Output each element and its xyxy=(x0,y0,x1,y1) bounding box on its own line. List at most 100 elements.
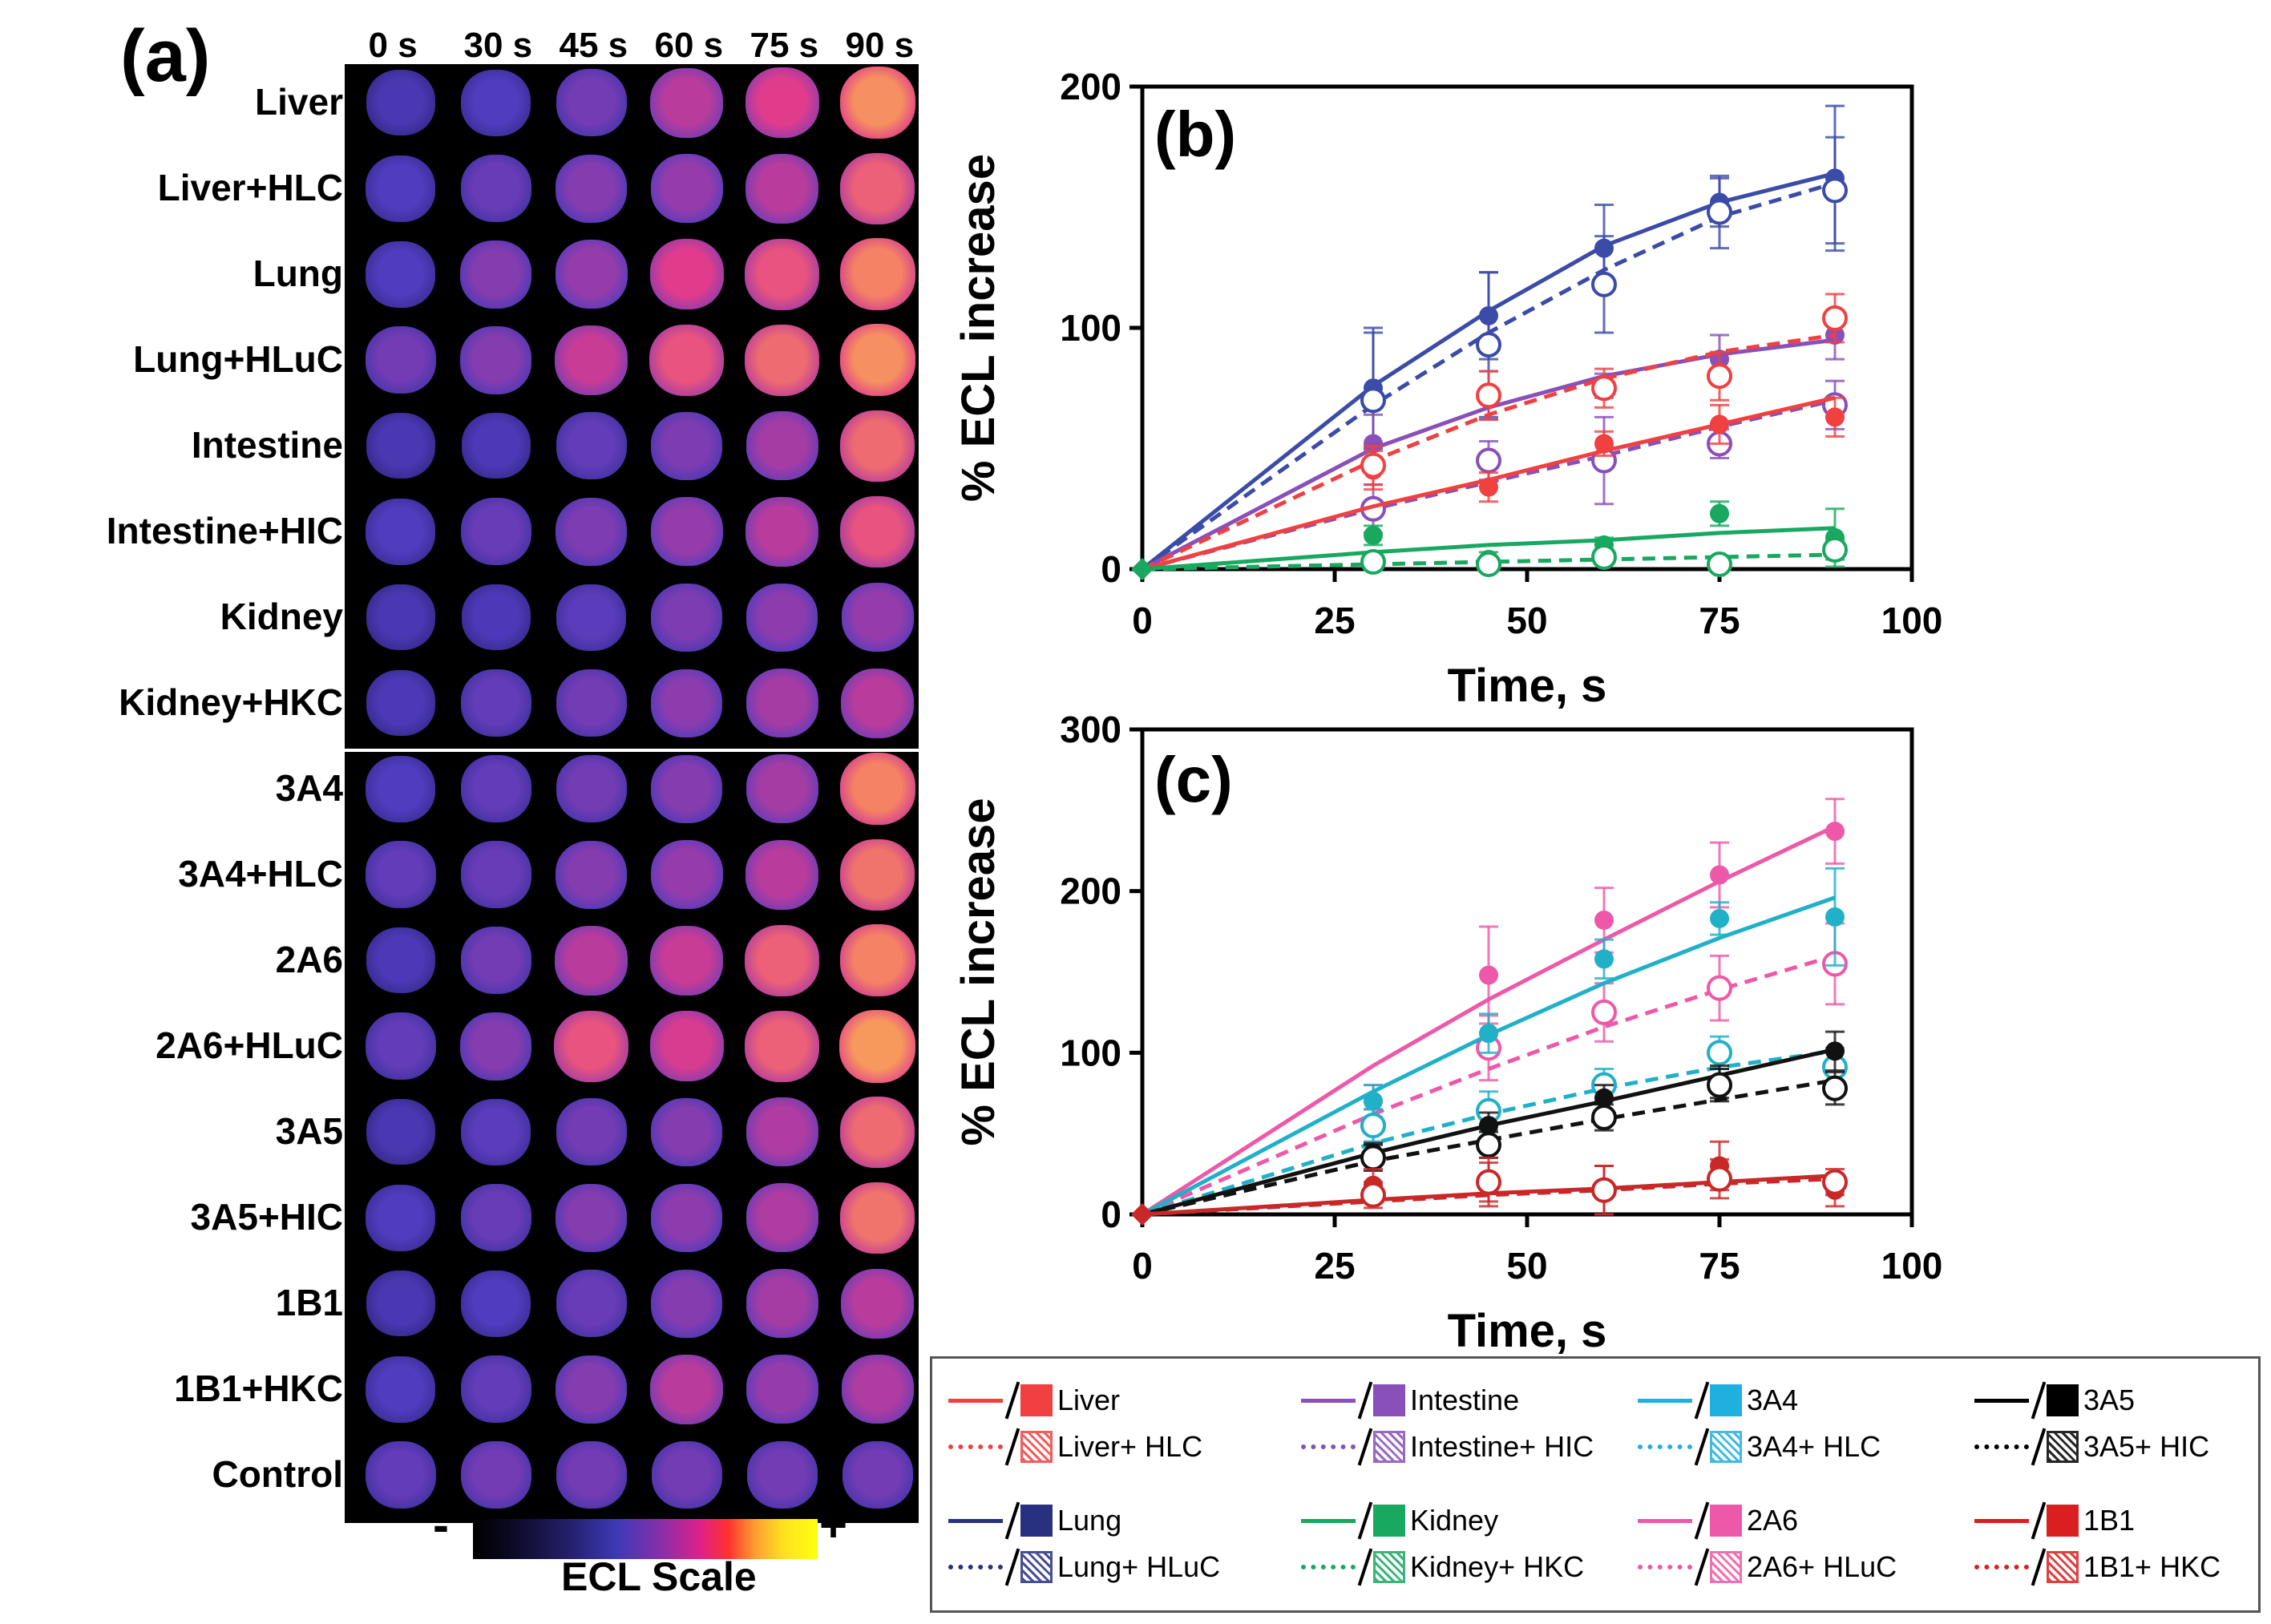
legend-swatch xyxy=(2047,1505,2079,1537)
ecl-spot xyxy=(839,1009,915,1083)
legend-line-sample xyxy=(1301,1444,1356,1449)
legend-line-sample xyxy=(1301,1398,1356,1403)
data-point xyxy=(1822,1075,1848,1101)
time-label: 0 s xyxy=(368,26,418,65)
ecl-spot xyxy=(839,67,915,139)
ecl-spot xyxy=(460,1184,531,1251)
legend-label: 3A5+ HIC xyxy=(2083,1430,2210,1463)
data-point xyxy=(1479,1116,1498,1136)
legend-entry: Lung xyxy=(948,1503,1121,1538)
ecl-spot xyxy=(745,1010,819,1082)
ecl-spot xyxy=(365,1012,436,1080)
ecl-spot xyxy=(366,1355,435,1423)
legend-label: 3A4+ HLC xyxy=(1747,1430,1881,1463)
legend-line-sample xyxy=(1638,1398,1692,1403)
ecl-spot xyxy=(649,239,724,309)
fit-curve xyxy=(1142,1048,1836,1217)
legend-slash xyxy=(1694,1383,1708,1418)
fit-curve xyxy=(1141,337,1836,572)
legend-swatch xyxy=(1710,1431,1742,1463)
row-label: Liver xyxy=(255,81,343,123)
y-tick-label: 300 xyxy=(1060,709,1121,750)
ecl-spot xyxy=(556,584,626,651)
legend-line-sample xyxy=(1301,1565,1356,1569)
ecl-spot xyxy=(460,325,531,394)
legend-label: Kidney+ HKC xyxy=(1410,1550,1585,1583)
scale-max-sign: + xyxy=(819,1498,848,1552)
ecl-spot xyxy=(649,324,724,396)
legend-entry: 2A6 xyxy=(1638,1503,1798,1538)
x-tick-label: 75 xyxy=(1699,600,1740,641)
x-tick-label: 100 xyxy=(1881,1245,1943,1287)
legend-entry: 2A6+ HLuC xyxy=(1638,1549,1897,1585)
legend-slash xyxy=(1357,1429,1372,1464)
y-axis-title: % ECL increase xyxy=(952,154,1004,502)
ecl-spot xyxy=(840,495,915,568)
legend-label: 1B1 xyxy=(2083,1504,2136,1537)
legend-label: 1B1+ HKC xyxy=(2083,1550,2221,1583)
legend-label: 2A6 xyxy=(1747,1504,1799,1537)
legend-entry: 3A4 xyxy=(1638,1383,1798,1418)
legend-swatch xyxy=(1020,1384,1053,1416)
legend-swatch xyxy=(1020,1551,1053,1583)
panel-letter: (c) xyxy=(1154,744,1233,815)
ecl-spot xyxy=(840,838,915,911)
ecl-spot xyxy=(745,924,819,996)
charts-svg: 0 25 50 75 100 0 100 200 Time, s % ECL increase (b… xyxy=(952,66,1943,1355)
fit-curve xyxy=(1141,181,1836,572)
ecl-spot xyxy=(746,1269,818,1338)
ecl-spot xyxy=(839,324,915,396)
ecl-spot xyxy=(842,1441,913,1509)
data-point xyxy=(1476,551,1501,577)
ecl-color-scale xyxy=(473,1519,818,1559)
data-point xyxy=(1707,551,1732,577)
legend-line-sample xyxy=(1974,1444,2029,1449)
ecl-spot xyxy=(366,240,435,308)
data-point xyxy=(1710,503,1729,523)
origin-marker xyxy=(1131,1203,1154,1226)
fit-curve xyxy=(1141,895,1836,1217)
legend-slash xyxy=(1694,1503,1708,1538)
legend-line-sample xyxy=(1638,1565,1692,1569)
data-point xyxy=(1476,1169,1501,1195)
data-point xyxy=(1825,822,1845,842)
legend-slash xyxy=(1357,1383,1372,1418)
ecl-spot xyxy=(650,154,723,223)
fit-curve xyxy=(1141,824,1837,1217)
ecl-spot xyxy=(366,1184,435,1251)
legend-label: Intestine xyxy=(1410,1384,1520,1416)
fit-curve xyxy=(1141,333,1836,572)
x-tick-label: 25 xyxy=(1314,1245,1355,1287)
legend-entry: 3A5 xyxy=(1974,1383,2135,1418)
data-point xyxy=(1707,363,1732,390)
legend-entry: 3A5+ HIC xyxy=(1974,1429,2209,1464)
y-tick-label: 0 xyxy=(1101,1194,1121,1235)
ecl-spot xyxy=(556,1098,627,1165)
ecl-spot xyxy=(746,754,818,823)
ecl-spot xyxy=(839,753,915,825)
legend-swatch xyxy=(2047,1431,2079,1463)
legend-slash xyxy=(2031,1503,2045,1538)
ecl-spot xyxy=(365,841,436,908)
legend-slash xyxy=(1357,1549,1372,1585)
data-point xyxy=(1476,447,1501,474)
ecl-spot xyxy=(746,411,818,480)
legend-slash xyxy=(1004,1503,1019,1538)
data-point xyxy=(1594,910,1614,930)
y-tick-label: 100 xyxy=(1060,307,1121,349)
ecl-spot xyxy=(746,583,818,652)
time-label: 30 s xyxy=(463,26,533,65)
ecl-spot xyxy=(840,410,915,482)
time-label: 60 s xyxy=(654,26,724,65)
row-label: Lung xyxy=(253,252,343,294)
legend-label: 3A4 xyxy=(1747,1384,1799,1416)
fit-curve xyxy=(1142,395,1836,572)
ecl-spot xyxy=(556,1270,627,1337)
ecl-spot xyxy=(556,412,627,479)
data-point xyxy=(1591,271,1617,297)
ecl-spot xyxy=(746,1183,818,1252)
data-point xyxy=(1360,452,1386,479)
x-tick-label: 50 xyxy=(1506,1245,1547,1287)
ecl-scale-title: ECL Scale xyxy=(561,1554,757,1599)
data-point xyxy=(1591,543,1617,570)
